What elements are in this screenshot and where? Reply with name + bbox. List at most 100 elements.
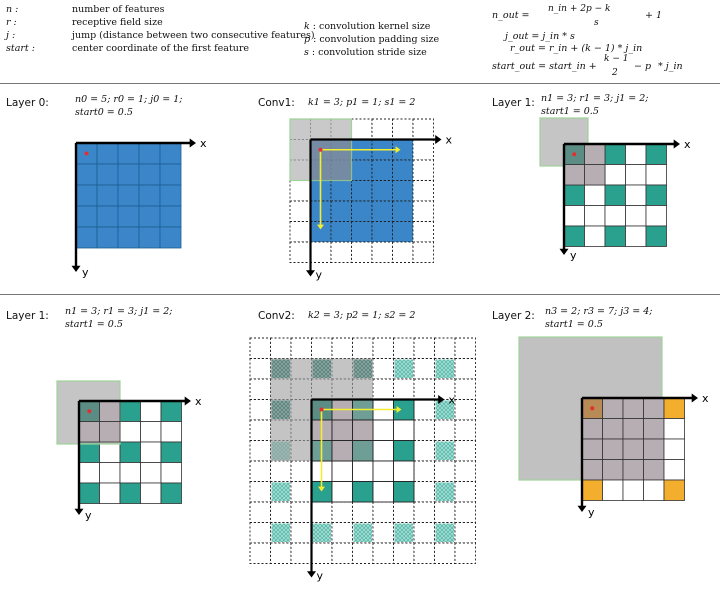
conv2-cell	[434, 542, 456, 564]
layer1a-field-cell	[563, 164, 585, 186]
conv2-y-arrow	[307, 571, 316, 578]
layer2-cell	[622, 438, 644, 460]
conv2-cell	[393, 542, 415, 564]
layer1a-start: start1 = 0.5	[541, 106, 599, 117]
conv2-x-label: x	[449, 394, 456, 407]
panel-title-conv1: Conv1:	[258, 97, 295, 109]
conv2-inner-cell	[372, 481, 394, 503]
conv1-cell	[412, 200, 434, 222]
layer1b-y-arrow	[74, 508, 84, 515]
conv2-cell	[434, 460, 456, 482]
layer1a-cell	[604, 164, 626, 186]
layer1a-cell	[625, 205, 647, 227]
conv2-hatched-cell	[271, 482, 290, 501]
conv2-cell	[454, 440, 476, 462]
layer0-y-arrow	[71, 265, 81, 272]
layer2-cell	[622, 459, 644, 481]
formula-start-tail: − p	[634, 61, 652, 72]
layer1a-cell	[645, 205, 667, 227]
conv2-cell	[393, 337, 415, 359]
conv1-cell	[351, 159, 373, 181]
conv1-cell	[289, 180, 311, 202]
conv2-hatched-cell	[353, 523, 372, 542]
layer1a-cell	[604, 205, 626, 227]
layer1a-cell	[645, 225, 667, 247]
layer0-feature-cell	[138, 226, 161, 249]
layer0-feature-cell	[138, 142, 161, 165]
conv2-cell	[249, 481, 271, 503]
conv2-field-cell	[331, 419, 353, 441]
conv2-inner-cell	[393, 419, 415, 441]
layer1a-cell	[645, 164, 667, 186]
layer1b-field-cell	[99, 400, 121, 422]
layer0-y-label: y	[82, 266, 89, 279]
conv2-cell	[249, 378, 271, 400]
conv2-cell	[249, 460, 271, 482]
conv2-cell	[290, 542, 312, 564]
conv1-cell	[412, 159, 434, 181]
layer1b-cell	[160, 482, 182, 504]
conv2-stride-arrowhead-x	[396, 406, 402, 413]
layer0-params: n0 = 5; r0 = 1; j0 = 1;	[75, 94, 183, 105]
layer1a-params: n1 = 3; r1 = 3; j1 = 2;	[541, 93, 649, 104]
layer1a-cell	[645, 184, 667, 206]
layer2-cell	[602, 479, 624, 501]
conv1-cell	[371, 180, 393, 202]
divider-top	[0, 83, 720, 84]
layer1b-cell	[160, 421, 182, 443]
formula-n-out-denominator: s	[594, 18, 599, 28]
conv2-cell	[290, 460, 312, 482]
conv1-cell	[392, 180, 414, 202]
layer1b-cell	[140, 482, 162, 504]
conv2-cell	[454, 481, 476, 503]
conv1-cell	[371, 241, 393, 263]
conv2-cell	[290, 501, 312, 523]
conv1-cell	[392, 139, 414, 161]
conv2-y-label: y	[317, 570, 324, 583]
conv2-inner-cell	[393, 440, 415, 462]
layer1a-cell	[604, 225, 626, 247]
conv1-cell	[351, 180, 373, 202]
conv2-cell	[270, 337, 292, 359]
layer1b-cell	[140, 400, 162, 422]
conv2-cell	[413, 399, 435, 421]
conv2-cell	[413, 419, 435, 441]
conv2-cell	[311, 337, 333, 359]
conv2-hatched-cell	[435, 441, 454, 460]
conv2-inner-cell	[393, 460, 415, 482]
conv2-cell	[249, 419, 271, 441]
conv2-hatched-cell	[435, 400, 454, 419]
layer0-feature-cell	[138, 205, 161, 228]
conv1-kernel-overlap	[310, 139, 352, 181]
conv1-cell	[289, 221, 311, 243]
layer1a-field-cell	[584, 143, 606, 165]
conv2-cell	[372, 501, 394, 523]
conv2-cell	[270, 542, 292, 564]
layer0-feature-cell	[96, 184, 119, 207]
layer2-cell	[663, 479, 685, 501]
conv2-cell	[352, 542, 374, 564]
conv2-cell	[454, 522, 476, 544]
layer2-cell	[663, 438, 685, 460]
layer1b-cell	[140, 462, 162, 484]
conv2-field-hatched-cell	[353, 359, 372, 378]
layer1a-cell	[604, 184, 626, 206]
layer2-cell	[663, 459, 685, 481]
conv1-stride-arrowhead-x	[395, 146, 401, 154]
conv2-cell	[393, 501, 415, 523]
layer1a-y-arrow	[559, 248, 569, 255]
conv2-cell	[454, 501, 476, 523]
conv1-x-label: x	[446, 134, 453, 147]
conv2-cell	[372, 522, 394, 544]
conv2-inner-cell	[352, 481, 374, 503]
legend-row: s : convolution stride size	[304, 47, 427, 58]
conv2-hatched-cell	[435, 482, 454, 501]
conv1-y-arrow	[306, 270, 315, 277]
layer2-cell	[602, 459, 624, 481]
conv1-cell	[371, 159, 393, 181]
conv2-cell	[413, 522, 435, 544]
conv2-cell	[249, 440, 271, 462]
formula-start-numerator: k − 1	[604, 54, 629, 64]
layer2-cell	[622, 479, 644, 501]
conv2-cell	[434, 419, 456, 441]
